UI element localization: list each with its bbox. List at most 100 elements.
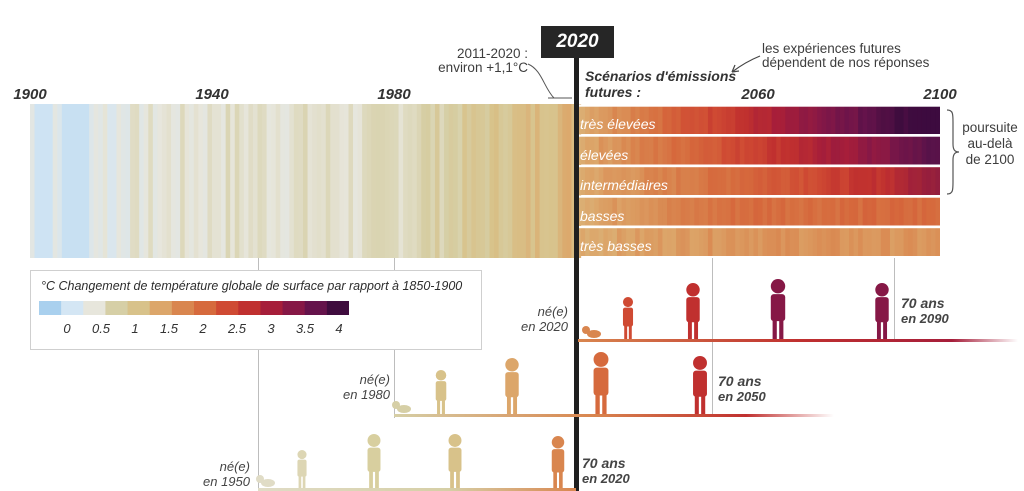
scenario-stripe-2-2061 <box>762 167 768 195</box>
scenario-stripe-2-2075 <box>826 167 832 195</box>
scenario-stripe-3-2096 <box>921 197 927 226</box>
stripe-2017 <box>562 104 568 258</box>
scenario-stripe-2-2047 <box>698 167 704 195</box>
legend-swatch-8 <box>216 301 239 315</box>
stripe-1941 <box>216 104 222 258</box>
legend-swatch-3 <box>105 301 129 315</box>
stripe-1988 <box>430 104 436 258</box>
scenario-stripe-2-2034 <box>639 167 645 195</box>
scenario-stripe-2-2088 <box>885 167 891 195</box>
stripe-1930 <box>166 104 172 258</box>
axis-label-1940: 1940 <box>195 86 229 103</box>
stripe-1978 <box>384 104 391 258</box>
scenario-stripe-4-2027 <box>607 228 613 256</box>
scenario-stripe-0-2049 <box>707 106 714 134</box>
stripe-1989 <box>434 104 441 258</box>
scenario-stripe-2-2091 <box>899 167 905 195</box>
legend-swatch-4 <box>127 301 151 315</box>
stripe-1967 <box>334 104 340 258</box>
stripe-2007 <box>516 104 522 258</box>
scenario-stripe-0-2035 <box>644 106 650 134</box>
legend-tick-4: 4 <box>335 321 343 336</box>
scenario-stripe-1-2037 <box>653 136 659 165</box>
stripe-1938 <box>202 104 209 258</box>
stripe-2005 <box>507 104 513 258</box>
scenario-stripe-1-2042 <box>676 136 682 165</box>
scenario-header-line1: Scénarios d'émissions <box>585 68 737 84</box>
stripe-1962 <box>312 104 318 258</box>
scenario-stripe-4-2070 <box>803 228 809 256</box>
scenario-stripe-0-2085 <box>871 106 877 134</box>
stripe-1959 <box>298 104 304 258</box>
scenario-stripe-1-2086 <box>876 136 882 165</box>
scenario-stripe-2-2095 <box>917 167 923 195</box>
scenario-stripe-2-2074 <box>821 167 827 195</box>
scenario-stripe-2-2039 <box>662 167 668 195</box>
scenario-stripe-4-2072 <box>812 228 818 256</box>
legend-swatch-9 <box>238 301 261 315</box>
scenario-stripe-1-2021 <box>580 136 586 165</box>
stripe-1998 <box>475 104 482 258</box>
stripe-1922 <box>130 104 136 258</box>
stripe-1906 <box>57 104 63 258</box>
child-figure-1950 <box>297 450 307 488</box>
scenario-stripe-3-2024 <box>594 197 600 226</box>
scenario-stripe-1-2040 <box>667 136 673 165</box>
scenario-stripe-1-2033 <box>635 136 641 165</box>
scenario-stripe-0-2050 <box>712 106 718 134</box>
scenario-stripe-1-2068 <box>794 136 800 165</box>
scenario-divider-2 <box>578 165 940 168</box>
scenario-stripe-3-2048 <box>703 197 709 226</box>
scenario-stripe-4-2036 <box>648 228 654 256</box>
scenario-stripe-4-2083 <box>862 228 868 256</box>
scenario-stripe-3-2079 <box>844 197 850 226</box>
child-figure-1980 <box>435 370 447 414</box>
scenario-stripe-2-2057 <box>744 167 750 195</box>
scenario-stripe-1-2025 <box>598 136 604 165</box>
scenario-stripe-3-2034 <box>639 197 645 226</box>
scenario-stripe-2-2044 <box>685 167 691 195</box>
scenario-stripe-1-2054 <box>730 136 736 165</box>
scenario-stripe-0-2037 <box>653 106 659 134</box>
legend-swatch-7 <box>194 301 217 315</box>
scenario-stripe-4-2088 <box>885 228 891 256</box>
scenario-stripe-0-2063 <box>771 106 777 134</box>
scenario-stripe-4-2023 <box>589 228 595 256</box>
scenario-stripe-3-2046 <box>694 197 700 226</box>
scenario-stripe-2-2028 <box>612 167 618 195</box>
stripe-1928 <box>157 104 163 258</box>
scenario-stripe-2-2093 <box>908 167 914 195</box>
legend-title: °C Changement de température globale de … <box>41 279 463 293</box>
scenario-stripe-3-2083 <box>862 197 868 226</box>
scenario-stripe-4-2029 <box>616 228 623 256</box>
scenario-stripe-3-2063 <box>771 197 777 226</box>
scenario-stripe-0-2023 <box>589 106 595 134</box>
year-2020-label: 2020 <box>541 26 614 58</box>
scenario-stripe-4-2050 <box>712 228 718 256</box>
scenario-stripe-1-2035 <box>644 136 650 165</box>
scenario-stripe-3-2086 <box>876 197 882 226</box>
scenario-stripe-1-2093 <box>908 136 914 165</box>
stripe-1996 <box>466 104 472 258</box>
scenario-stripe-2-2025 <box>598 167 604 195</box>
stripe-1900 <box>30 104 36 258</box>
scenario-stripe-2-2099 <box>935 167 940 195</box>
scenario-stripe-0-2058 <box>748 106 755 134</box>
stripe-1939 <box>207 104 213 258</box>
born-2020-label: né(e) en 2020 <box>498 304 568 334</box>
stripe-1905 <box>52 104 58 258</box>
stripe-1951 <box>262 104 268 258</box>
scenario-stripe-0-2053 <box>726 106 732 134</box>
scenario-band-3 <box>580 197 940 226</box>
scenario-stripe-4-2098 <box>930 228 937 256</box>
warming-stripes <box>30 104 940 258</box>
scenario-stripe-1-2074 <box>821 136 827 165</box>
scenario-stripe-0-2051 <box>717 106 723 134</box>
scenario-stripe-4-2058 <box>748 228 755 256</box>
scenario-stripe-0-2087 <box>880 106 886 134</box>
scenario-stripe-4-2059 <box>753 228 759 256</box>
scenario-stripe-2-2087 <box>880 167 886 195</box>
scenario-stripe-1-2098 <box>930 136 937 165</box>
